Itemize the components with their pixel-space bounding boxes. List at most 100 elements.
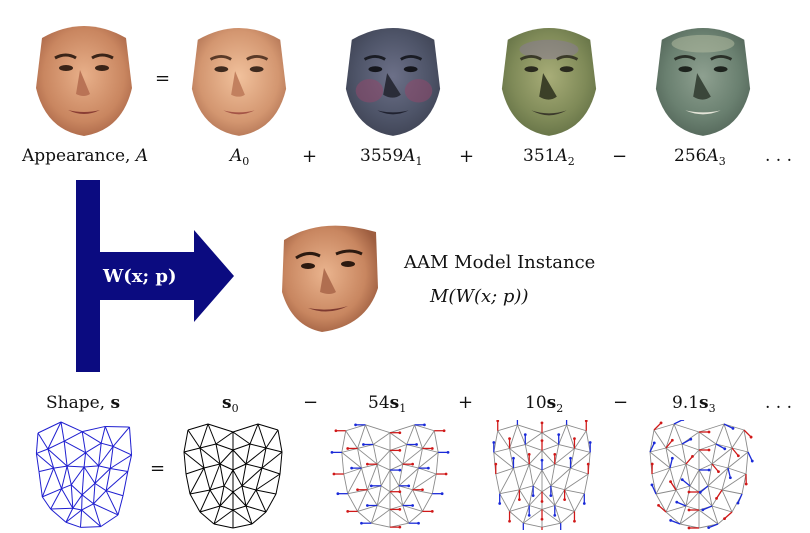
shape-mode-3-mesh: [649, 420, 754, 530]
displacement-vector: [743, 429, 752, 438]
vector-head: [687, 508, 691, 512]
displacement-vector: [727, 467, 731, 478]
mesh-edge: [711, 505, 719, 525]
mesh-edge: [101, 442, 114, 447]
vector-head: [440, 492, 444, 496]
mesh-edge: [741, 473, 747, 495]
displacement-vector: [711, 463, 719, 473]
mesh-edge: [37, 432, 49, 450]
mesh-edge: [711, 443, 717, 465]
vector-head: [553, 513, 557, 517]
mesh-edge: [265, 493, 277, 513]
mesh-edge: [380, 469, 391, 487]
mesh-edge: [711, 463, 729, 469]
mesh-edge: [412, 473, 437, 491]
vector-head: [540, 517, 544, 521]
mesh-edge: [366, 464, 378, 490]
mesh-edge: [81, 431, 102, 444]
mesh-edge: [402, 489, 413, 506]
mesh-edge: [183, 447, 201, 453]
mesh-edge: [199, 423, 209, 449]
mesh-edge: [364, 424, 374, 445]
mesh-edge: [117, 495, 124, 516]
mesh-edge: [389, 450, 404, 465]
mesh-edge: [53, 465, 68, 469]
displacement-vector: [665, 439, 673, 449]
mesh-edge: [519, 485, 534, 491]
mesh-edge: [257, 423, 267, 449]
vector-head: [366, 504, 369, 507]
mesh-edge: [232, 469, 243, 487]
mesh-edge: [81, 483, 96, 496]
mesh-edge: [63, 441, 68, 467]
mesh-edge: [245, 463, 263, 469]
model-instance-face-image: [282, 225, 378, 332]
mesh-edge: [493, 452, 514, 469]
displacement-vector: [676, 501, 687, 507]
appearance-label: Appearance, A: [22, 146, 148, 166]
mesh-edge: [47, 421, 62, 450]
mesh-edge: [412, 467, 419, 490]
shape-label-prefix: Shape,: [46, 393, 106, 413]
mesh-edge: [649, 447, 667, 453]
mesh-edge: [35, 432, 39, 454]
mesh-edge: [651, 467, 671, 475]
mesh-edge: [100, 514, 119, 528]
mesh-edge: [257, 423, 279, 431]
mesh-edge: [357, 511, 372, 524]
vector-head: [508, 437, 511, 440]
mesh-edge: [707, 485, 723, 491]
displacement-vector: [685, 455, 693, 465]
mesh-edge: [398, 467, 419, 487]
vector-head: [569, 456, 572, 460]
mesh-edge: [570, 467, 589, 475]
mesh-edge: [529, 505, 543, 510]
mesh-edge: [207, 423, 234, 433]
appearance-mode-3-image: [655, 27, 751, 136]
mesh-edge: [541, 469, 552, 487]
mesh-edge: [541, 485, 552, 493]
vector-head: [687, 526, 691, 530]
mesh-edge: [35, 453, 40, 472]
mesh-edge: [85, 452, 99, 467]
term-subscript: 0: [231, 402, 239, 415]
mesh-edge: [50, 508, 67, 523]
vector-head: [512, 456, 515, 460]
term-subscript: 1: [399, 402, 407, 415]
mesh-edge: [389, 424, 415, 434]
vector-head: [707, 526, 711, 530]
mesh-edge: [721, 467, 729, 491]
vector-head: [540, 500, 544, 503]
shape-equals-sign: =: [150, 458, 166, 479]
displacement-vector: [715, 489, 723, 499]
mesh-edge: [541, 509, 561, 524]
mesh-edge: [523, 509, 543, 524]
vector-head: [492, 441, 496, 444]
mesh-edge: [698, 491, 713, 507]
mesh-edge: [93, 503, 119, 516]
mesh-edge: [665, 489, 677, 513]
mesh-edge: [47, 448, 55, 469]
mesh-edge: [219, 485, 225, 507]
displacement-vector: [673, 420, 684, 425]
vector-head: [398, 449, 402, 452]
vector-head: [369, 484, 373, 488]
mesh-edge: [707, 463, 713, 487]
mesh-edge: [541, 491, 556, 506]
mesh-edge: [72, 507, 82, 511]
mesh-edge: [433, 430, 439, 453]
displacement-vector: [724, 511, 733, 520]
mesh-edge: [685, 491, 700, 507]
mesh-edge: [261, 447, 267, 469]
warp-arrow-shape: [76, 180, 234, 372]
vector-head: [540, 439, 544, 442]
mesh-edge: [681, 443, 700, 451]
mesh-edge: [727, 451, 749, 469]
mesh-edge: [37, 421, 62, 434]
mesh-edge: [232, 523, 253, 529]
mesh-edge: [81, 509, 102, 528]
mesh-edge: [209, 485, 225, 491]
mesh-edge: [38, 471, 43, 497]
mesh-edge: [213, 523, 234, 529]
mesh-edge: [698, 443, 717, 451]
